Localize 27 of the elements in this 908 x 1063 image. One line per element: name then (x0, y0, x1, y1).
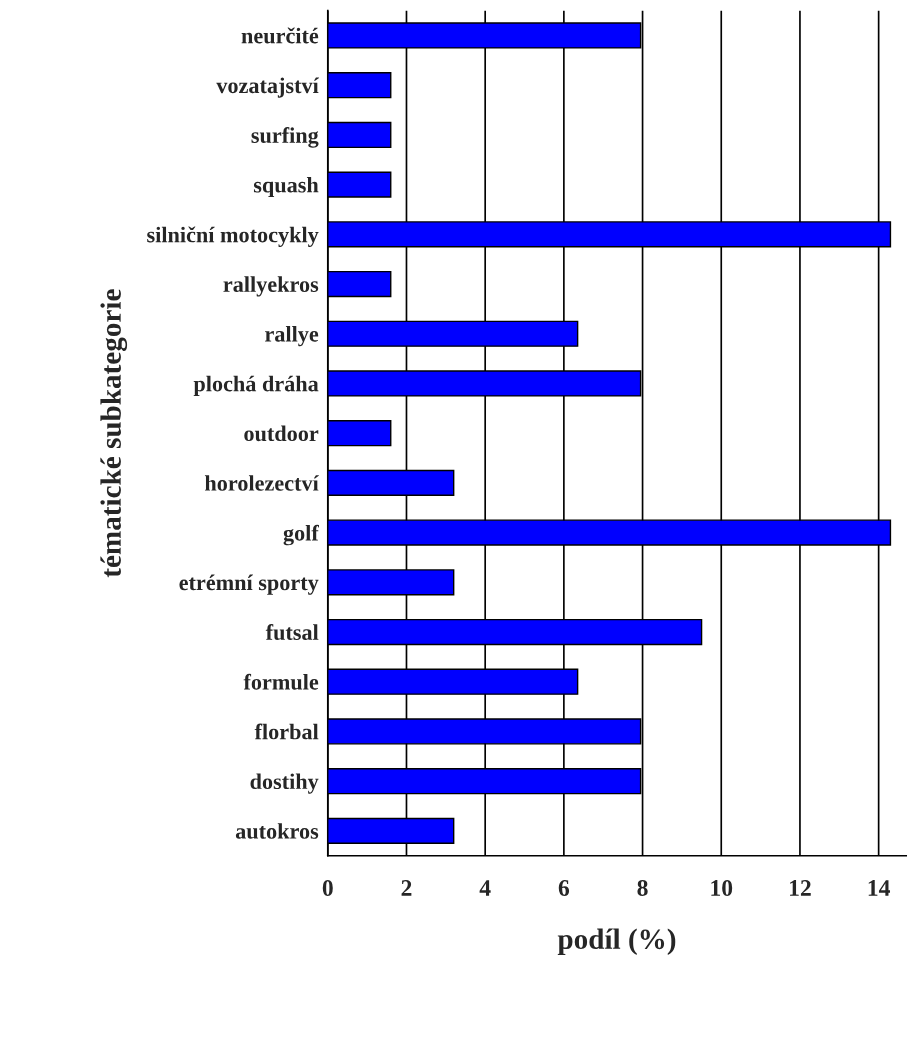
y-tick-label: formule (243, 673, 319, 690)
x-axis-title: podíl (%) (557, 928, 676, 955)
x-tick-label: 14 (868, 880, 891, 896)
x-tick-label: 12 (790, 880, 811, 896)
y-tick-label: plochá dráha (193, 375, 319, 396)
y-tick-label: vozatajství (216, 77, 320, 98)
y-tick-label: futsal (265, 624, 319, 640)
y-tick-label: squash (253, 176, 319, 198)
x-tick-label: 4 (479, 880, 491, 896)
y-axis-title: tématické subkategorie (100, 289, 128, 578)
y-tick-label: horolezectví (204, 475, 320, 491)
x-tick-label: 6 (558, 880, 570, 896)
x-tick-label: 2 (401, 880, 412, 896)
y-tick-label: silniční motocykly (147, 226, 319, 247)
y-tick-label: outdoor (244, 425, 319, 442)
y-tick-label: dostihy (250, 773, 319, 794)
y-tick-label: neurčité (241, 27, 319, 44)
x-tick-label: 8 (637, 880, 648, 896)
y-tick-label: florbal (254, 723, 319, 740)
x-tick-label: 0 (322, 880, 333, 896)
y-tick-label: golf (283, 524, 319, 546)
y-tick-label: rallye (265, 326, 319, 347)
y-tick-label: surfing (251, 127, 319, 148)
y-tick-label: rallyekros (223, 276, 319, 297)
y-tick-label: autokros (235, 823, 319, 839)
x-tick-label: 10 (711, 880, 733, 896)
y-tick-label: etrémní sporty (179, 574, 319, 595)
